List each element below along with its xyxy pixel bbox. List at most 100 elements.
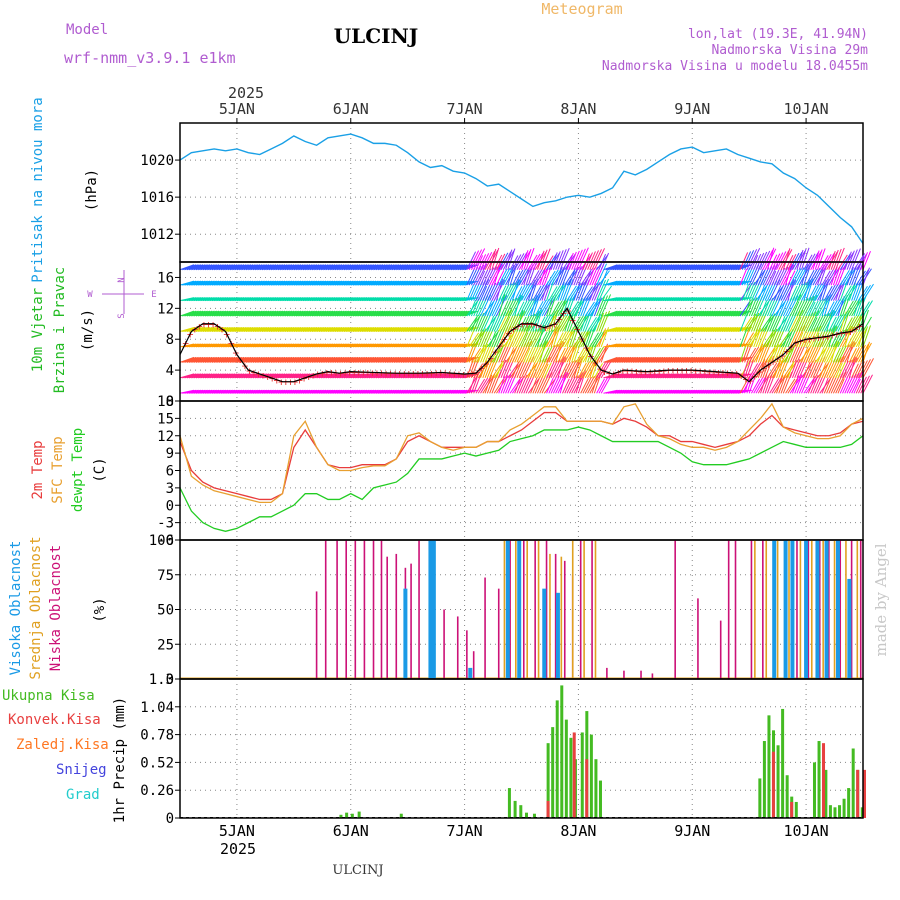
wind-arrow bbox=[505, 315, 514, 332]
wind-arrow bbox=[671, 373, 686, 379]
wind-arrow bbox=[698, 373, 714, 379]
temp-2m-line bbox=[179, 411, 864, 501]
cloud-low-bar bbox=[354, 540, 357, 679]
wind-arrow bbox=[778, 250, 790, 270]
wind-arrow bbox=[466, 267, 476, 286]
cloud-high-bar bbox=[542, 588, 547, 679]
wind-arrow bbox=[480, 343, 489, 363]
wind-arrow bbox=[441, 280, 456, 286]
wind-arrow bbox=[555, 250, 564, 270]
wind-arrow bbox=[701, 356, 716, 363]
wind-arrow bbox=[669, 280, 684, 286]
wind-arrow bbox=[482, 252, 493, 270]
cloud-ylabel-high: Visoka Oblacnost bbox=[8, 541, 24, 676]
wind-arrow bbox=[480, 376, 492, 394]
wind-arrow bbox=[257, 310, 272, 317]
wind-arrow bbox=[346, 310, 361, 317]
wind-arrow bbox=[480, 285, 488, 301]
wind-arrow bbox=[375, 327, 390, 332]
wind-arrow bbox=[368, 373, 384, 379]
wind-arrow bbox=[368, 264, 384, 271]
wind-arrow bbox=[639, 373, 655, 379]
precip-total-bar bbox=[838, 805, 842, 818]
wind-arrow bbox=[646, 280, 661, 286]
wind-arrow bbox=[468, 250, 480, 270]
wind-arrow bbox=[439, 280, 454, 286]
wind-arrow bbox=[234, 280, 249, 286]
wind-arrow bbox=[748, 346, 760, 363]
wind-arrow bbox=[427, 356, 443, 363]
wind-arrow bbox=[282, 280, 297, 286]
wind-arrow bbox=[302, 356, 318, 363]
cloud-low-bar bbox=[410, 563, 412, 679]
wind-arrow bbox=[437, 264, 452, 271]
wind-arrow bbox=[527, 329, 538, 348]
wind-arrow bbox=[762, 282, 772, 301]
wind-arrow bbox=[667, 264, 682, 271]
wind-arrow bbox=[805, 311, 817, 332]
wind-arrow bbox=[794, 300, 803, 317]
wind-arrow bbox=[448, 264, 463, 271]
wind-arrow bbox=[405, 264, 420, 271]
bottom-day-label: 5JAN bbox=[219, 822, 255, 840]
wind-arrow bbox=[739, 326, 749, 348]
year-label-top: 2025 bbox=[228, 84, 264, 102]
wind-arrow bbox=[350, 310, 365, 317]
wind-arrow bbox=[605, 327, 620, 332]
precip-total-bar bbox=[598, 780, 602, 818]
wind-arrow bbox=[204, 280, 220, 286]
wind-arrow bbox=[368, 356, 384, 363]
wind-arrow bbox=[423, 264, 438, 271]
cloud-mid-bar bbox=[845, 540, 847, 679]
wind-arrow bbox=[482, 359, 491, 379]
wind-arrow bbox=[714, 373, 730, 379]
wind-arrow bbox=[259, 280, 274, 286]
wind-arrow bbox=[628, 280, 643, 286]
precip-total-bar bbox=[564, 719, 568, 818]
wind-arrow bbox=[667, 327, 682, 332]
wind-arrow bbox=[527, 361, 536, 379]
wind-arrow bbox=[505, 298, 515, 317]
wind-arrow bbox=[575, 248, 586, 270]
wind-arrow bbox=[596, 312, 605, 332]
wind-arrow bbox=[835, 371, 847, 394]
wind-arrow bbox=[450, 280, 466, 286]
wind-arrow bbox=[466, 251, 477, 270]
wind-arrow bbox=[589, 250, 599, 270]
wind-arrow bbox=[584, 375, 595, 394]
wind-arrow bbox=[407, 310, 422, 317]
wind-arrow bbox=[298, 327, 313, 332]
wind-arrow bbox=[439, 264, 454, 271]
wind-arrow bbox=[692, 310, 707, 317]
wind-arrow bbox=[848, 356, 856, 378]
cloud-high-bar bbox=[517, 540, 522, 679]
wind-arrow bbox=[705, 356, 721, 363]
wind-arrow bbox=[687, 356, 702, 363]
wind-arrow bbox=[744, 283, 753, 301]
wind-arrow bbox=[239, 310, 254, 317]
wind-arrow bbox=[835, 264, 844, 286]
wind-arrow bbox=[252, 310, 268, 317]
wind-arrow bbox=[621, 373, 636, 379]
wind-arrow bbox=[683, 373, 698, 379]
wind-arrow bbox=[814, 331, 823, 348]
wind-arrow bbox=[191, 264, 206, 271]
wind-arrow bbox=[409, 373, 425, 379]
wind-arrow bbox=[835, 247, 845, 270]
wind-arrow bbox=[805, 360, 814, 379]
wind-arrow bbox=[791, 359, 801, 379]
wind-arrow bbox=[555, 373, 566, 394]
wind-arrow bbox=[584, 252, 593, 270]
wind-arrow bbox=[346, 356, 361, 363]
wind-arrow bbox=[450, 356, 466, 363]
cloud-mid-bar bbox=[856, 540, 859, 679]
wind-arrow bbox=[746, 298, 755, 317]
wind-arrow bbox=[619, 373, 634, 379]
wind-arrow bbox=[559, 280, 568, 301]
wind-arrow bbox=[630, 356, 645, 363]
wind-arrow bbox=[616, 310, 632, 317]
wind-arrow bbox=[655, 264, 670, 271]
wind-arrow bbox=[443, 327, 459, 332]
wind-arrow bbox=[248, 310, 263, 317]
wind-arrow bbox=[387, 280, 402, 286]
